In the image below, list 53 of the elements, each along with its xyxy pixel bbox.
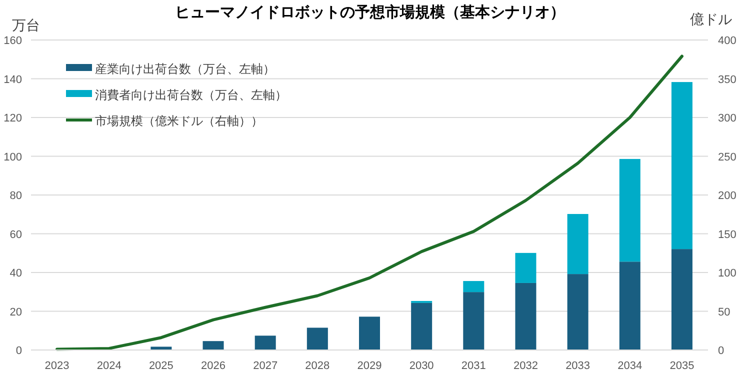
- y2-tick-label: 300: [718, 112, 736, 124]
- bar: [359, 316, 380, 350]
- y2-tick-label: 100: [718, 268, 736, 280]
- bar: [567, 274, 588, 350]
- y2-tick-label: 200: [718, 190, 736, 202]
- y-tick-label: 140: [4, 74, 22, 86]
- legend-label: 産業向け出荷台数（万台、左軸）: [95, 62, 275, 76]
- x-tick-label: 2026: [201, 360, 226, 372]
- y2-axis-title: 億ドル: [690, 11, 732, 27]
- x-tick-label: 2032: [513, 360, 538, 372]
- x-tick-label: 2030: [409, 360, 434, 372]
- bar: [619, 158, 640, 262]
- chart-title: ヒューマノイドロボットの予想市場規模（基本シナリオ）: [175, 3, 565, 21]
- y2-tick-label: 400: [718, 35, 736, 47]
- y2-tick-label: 50: [718, 306, 730, 318]
- bar: [411, 302, 432, 350]
- bar: [567, 214, 588, 274]
- y-tick-label: 60: [10, 228, 22, 241]
- y2-tick-label: 0: [718, 345, 724, 357]
- bar: [671, 249, 692, 350]
- x-tick-label: 2023: [44, 360, 70, 372]
- bar: [306, 328, 328, 350]
- y2-tick-label: 150: [718, 228, 736, 241]
- legend-label: 消費者向け出荷台数（万台、左軸）: [95, 88, 287, 102]
- y-tick-label: 80: [10, 190, 22, 202]
- bar: [254, 336, 276, 350]
- y-tick-label: 120: [4, 112, 22, 124]
- y-tick-label: 20: [10, 306, 22, 318]
- x-tick-label: 2028: [305, 360, 330, 372]
- x-tick-label: 2034: [618, 360, 642, 372]
- x-tick-label: 2025: [148, 360, 174, 372]
- bar: [515, 282, 536, 350]
- y2-tick-label: 350: [718, 74, 736, 86]
- x-tick-label: 2035: [670, 360, 694, 372]
- y-tick-label: 0: [16, 345, 22, 357]
- x-tick-label: 2031: [461, 360, 486, 372]
- bar: [515, 252, 536, 283]
- y-tick-label: 40: [10, 268, 22, 280]
- y-tick-label: 100: [4, 151, 22, 164]
- bar: [619, 262, 640, 350]
- x-tick-label: 2027: [253, 360, 278, 372]
- y-axis-title: 万台: [12, 17, 40, 33]
- legend-label: 市場規模（億米ドル（右軸））: [95, 114, 263, 128]
- x-tick-label: 2033: [566, 360, 590, 372]
- bar: [463, 281, 484, 292]
- bar: [202, 341, 224, 350]
- bar: [150, 346, 172, 350]
- x-tick-label: 2029: [357, 360, 382, 372]
- bar: [463, 292, 484, 350]
- x-tick-label: 2024: [96, 360, 122, 372]
- bar: [671, 82, 692, 250]
- y2-tick-label: 250: [718, 151, 736, 164]
- y-tick-label: 160: [4, 35, 22, 47]
